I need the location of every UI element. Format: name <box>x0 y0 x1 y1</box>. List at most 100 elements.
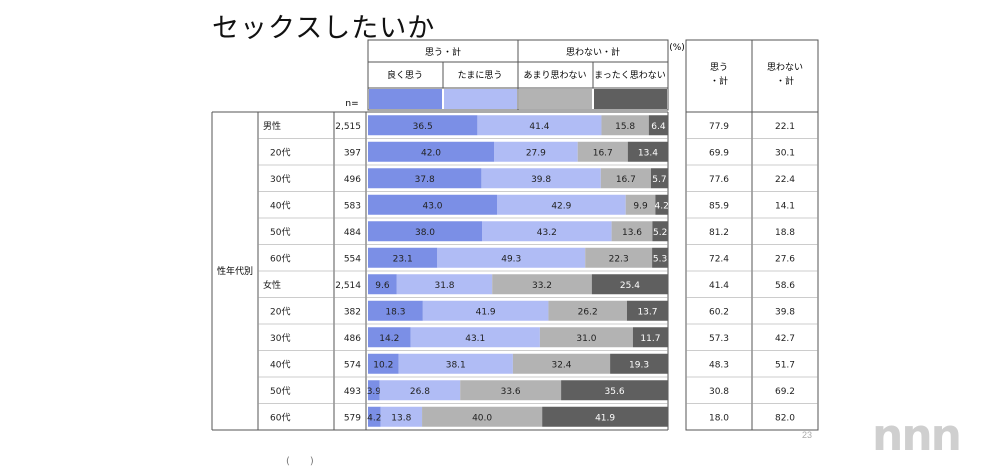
percent-label: (%) <box>669 43 685 53</box>
total-disagree-value: 51.7 <box>775 360 795 370</box>
bar-value-label: 22.3 <box>609 254 629 264</box>
bar-value-label: 11.7 <box>640 334 660 344</box>
bar-segment <box>368 168 482 189</box>
chart-rows: 男性 2,515 36.5 41.4 15.8 6.4 77.9 22.1 20代 397 42.0… <box>258 115 818 427</box>
bar-segment <box>577 141 628 162</box>
bar-segment <box>591 274 668 295</box>
legend-swatch-sometimes <box>444 89 517 109</box>
total-agree-value: 77.9 <box>709 122 729 132</box>
bar-value-label: 16.7 <box>616 175 636 185</box>
row-n: 486 <box>344 334 361 344</box>
total-agree-value: 72.4 <box>709 254 729 264</box>
bar-segment <box>368 115 478 136</box>
row-n: 2,514 <box>335 281 361 291</box>
bar-value-label: 13.6 <box>622 228 642 238</box>
bar-value-label: 43.2 <box>537 228 557 238</box>
bar-segment <box>482 221 612 242</box>
row-n: 496 <box>344 175 361 185</box>
bar-value-label: 13.4 <box>638 148 658 158</box>
header-col-not-at-all: まったく思わない <box>594 70 666 81</box>
row-label: 50代 <box>270 227 290 238</box>
legend-swatch-not-at-all <box>594 89 667 109</box>
total-agree-value: 81.2 <box>709 228 729 238</box>
total-disagree-value: 69.2 <box>775 387 795 397</box>
header-col-not-much: あまり思わない <box>523 70 586 81</box>
header-group-disagree: 思わない・計 <box>566 46 620 58</box>
total-disagree-value: 30.1 <box>775 148 795 158</box>
bar-value-label: 41.9 <box>476 307 496 317</box>
bar-segment <box>648 115 668 136</box>
row-label: 30代 <box>270 333 290 344</box>
row-n: 484 <box>344 228 361 238</box>
bar-value-label: 37.8 <box>415 175 435 185</box>
bar-value-label: 27.9 <box>526 148 546 158</box>
row-label: 20代 <box>270 306 290 317</box>
bottom-fragment: ( ) <box>286 456 314 467</box>
row-label: 60代 <box>270 253 290 264</box>
bar-segment <box>632 327 668 348</box>
bar-segment <box>398 353 513 374</box>
legend-swatch-often <box>369 89 442 109</box>
bar-segment <box>368 141 494 162</box>
row-n: 554 <box>344 254 361 264</box>
bar-segment <box>610 353 668 374</box>
header-total-disagree-1: 思わない <box>767 62 803 73</box>
bar-value-label: 25.4 <box>620 281 640 291</box>
total-disagree-value: 42.7 <box>775 334 795 344</box>
total-agree-value: 30.8 <box>709 387 729 397</box>
bar-value-label: 4.2 <box>367 413 381 423</box>
bar-segment <box>627 141 668 162</box>
bar-segment <box>492 274 592 295</box>
watermark-logo: nnn <box>872 410 962 461</box>
bar-segment <box>422 406 543 427</box>
row-label: 50代 <box>270 386 290 397</box>
total-agree-value: 48.3 <box>709 360 729 370</box>
bar-segment <box>494 141 578 162</box>
bar-segment <box>422 300 549 321</box>
bar-value-label: 26.2 <box>578 307 598 317</box>
bar-value-label: 3.9 <box>367 387 382 397</box>
bar-segment <box>625 194 656 215</box>
bar-segment <box>561 380 668 401</box>
header-col-sometimes: たまに思う <box>458 70 503 81</box>
row-n: 579 <box>344 413 361 423</box>
bar-segment <box>368 300 423 321</box>
bar-segment <box>368 221 482 242</box>
row-n: 382 <box>344 307 361 317</box>
page-title: セックスしたいか <box>212 13 436 44</box>
bar-segment <box>548 300 627 321</box>
legend-swatch-not-much <box>519 89 592 109</box>
bar-segment <box>512 353 611 374</box>
total-agree-value: 18.0 <box>709 413 729 423</box>
side-label: 性年代別 <box>217 265 253 277</box>
bar-value-label: 9.9 <box>633 201 648 211</box>
bar-segment <box>585 247 653 268</box>
header-total-disagree-2: ・計 <box>776 75 794 87</box>
bar-value-label: 23.1 <box>393 254 413 264</box>
bar-value-label: 13.8 <box>391 413 411 423</box>
bar-value-label: 33.6 <box>501 387 521 397</box>
bar-segment <box>368 380 380 401</box>
n-label: n= <box>345 99 358 109</box>
bar-segment <box>477 115 602 136</box>
bar-segment <box>460 380 562 401</box>
header-group-agree: 思う・計 <box>425 46 461 58</box>
bar-segment <box>410 327 540 348</box>
bar-value-label: 9.6 <box>375 281 390 291</box>
bar-value-label: 26.8 <box>410 387 430 397</box>
row-label: 40代 <box>270 359 290 370</box>
bar-segment <box>368 247 438 268</box>
bar-value-label: 42.9 <box>551 201 571 211</box>
total-agree-value: 41.4 <box>709 281 729 291</box>
bar-value-label: 31.0 <box>576 334 596 344</box>
row-label: 女性 <box>263 279 281 291</box>
bar-segment <box>481 168 601 189</box>
bar-value-label: 40.0 <box>472 413 492 423</box>
bar-value-label: 5.2 <box>653 228 667 238</box>
row-n: 493 <box>344 387 361 397</box>
bar-segment <box>655 194 668 215</box>
bar-value-label: 43.0 <box>422 201 442 211</box>
bar-value-label: 31.8 <box>434 281 454 291</box>
total-agree-value: 77.6 <box>709 175 729 185</box>
